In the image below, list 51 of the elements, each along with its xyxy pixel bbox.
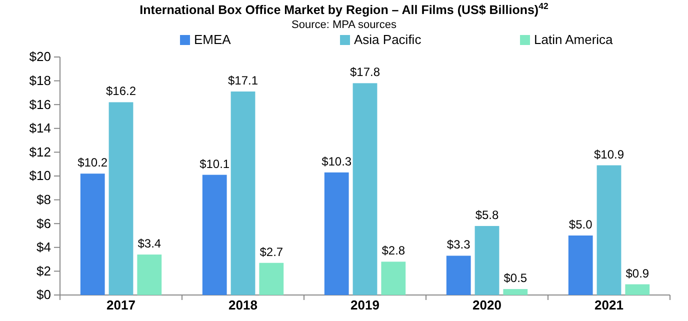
- chart-subtitle: Source: MPA sources: [292, 19, 397, 31]
- y-tick-label: $0: [36, 287, 51, 302]
- y-tick-label: $10: [29, 168, 51, 184]
- bar: [352, 83, 378, 295]
- bar: [80, 174, 105, 295]
- text: $17.8: [350, 65, 380, 80]
- text: $10.9: [594, 147, 624, 162]
- x-tick-label: 2019: [350, 298, 380, 313]
- text: $3.3: [446, 238, 470, 252]
- text: $5.0: [568, 218, 592, 232]
- y-tick-label: $2: [36, 263, 51, 278]
- bar: [230, 92, 256, 295]
- y-tick-label: $20: [29, 49, 51, 64]
- text: $5.8: [475, 208, 499, 222]
- bar: [137, 254, 162, 295]
- y-tick-label: $6: [36, 216, 51, 231]
- y-tick-label: $8: [36, 192, 51, 207]
- bar: [108, 102, 134, 295]
- text: $17.1: [228, 74, 258, 88]
- y-tick-label: $16: [29, 96, 51, 112]
- bar: [324, 172, 349, 295]
- bar: [474, 226, 500, 295]
- y-tick-label: $12: [29, 144, 51, 160]
- bar: [568, 236, 593, 295]
- bar: [202, 174, 227, 295]
- bar: [381, 262, 406, 295]
- legend-label: EMEA: [194, 32, 232, 47]
- text: $16.2: [106, 84, 136, 98]
- text: $3.4: [138, 236, 162, 251]
- bar: [596, 165, 622, 295]
- x-tick-label: 2020: [472, 298, 502, 313]
- y-tick-label: $4: [36, 240, 51, 255]
- text: $10.3: [322, 154, 352, 168]
- x-tick-label: 2021: [594, 298, 624, 313]
- text: $0.5: [504, 271, 528, 286]
- x-tick-label: 2018: [228, 298, 258, 313]
- y-tick-label: $14: [29, 120, 51, 136]
- bar: [625, 284, 650, 295]
- bar: [259, 262, 284, 295]
- text: $10.2: [78, 156, 108, 170]
- text: $2.7: [260, 244, 284, 259]
- x-tick-label: 2017: [106, 298, 136, 313]
- bar: [503, 289, 528, 295]
- legend-label: Latin America: [534, 32, 614, 47]
- text: $0.9: [626, 266, 650, 280]
- y-tick-label: $18: [29, 72, 51, 88]
- text: $10.1: [200, 156, 230, 171]
- legend-label: Asia Pacific: [354, 32, 422, 47]
- bar: [446, 256, 471, 295]
- text: $2.8: [382, 244, 406, 258]
- chart-title: International Box Office Market by Region – All Films (US$ Billions)$^{42}$: [140, 1, 548, 17]
